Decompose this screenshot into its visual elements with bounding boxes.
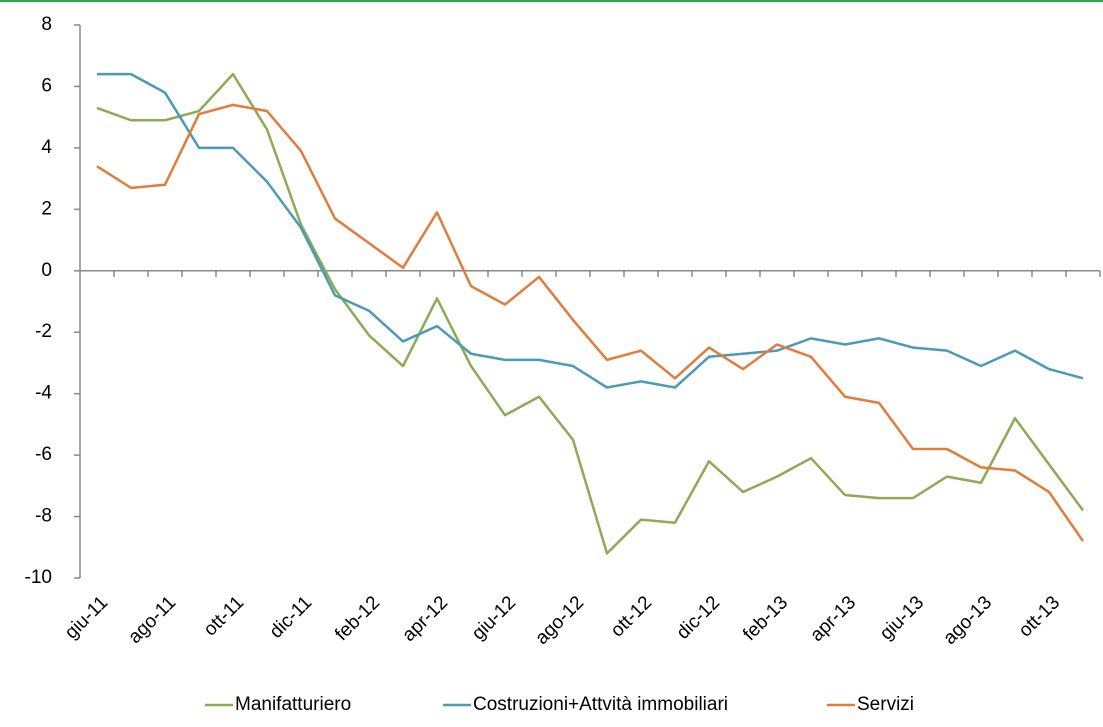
x-tick-label: giu-12 (468, 592, 520, 644)
x-tick-label: ott-13 (1015, 592, 1064, 641)
x-tick-label: apr-13 (806, 592, 860, 646)
legend-label: Costruzioni+Attvità immobiliari (473, 694, 728, 715)
series-line (97, 72, 1084, 389)
y-tick-label: 2 (41, 198, 52, 219)
y-tick-label: 0 (41, 260, 52, 281)
x-tick-label: ago-11 (124, 592, 180, 648)
y-tick-label: -6 (35, 444, 52, 465)
series-line (96, 72, 1085, 555)
x-tick-label: giu-11 (61, 592, 112, 643)
y-tick-label: 8 (41, 14, 52, 35)
legend-label: Manifatturiero (235, 694, 351, 715)
series-line (96, 103, 1085, 542)
x-tick-label: ott-11 (200, 592, 248, 640)
y-tick-label: -2 (35, 321, 52, 342)
x-tick-label: dic-11 (266, 592, 316, 642)
legend-label: Servizi (857, 694, 914, 715)
y-tick-label: -8 (35, 506, 52, 527)
x-tick-label: ago-12 (531, 592, 588, 649)
x-tick-label: dic-12 (673, 592, 724, 643)
x-tick-label: feb-12 (331, 592, 384, 645)
x-tick-label: feb-13 (739, 592, 792, 645)
x-tick-label: apr-12 (398, 592, 452, 646)
x-tick-label: ago-13 (939, 592, 996, 649)
y-tick-label: -4 (35, 383, 52, 404)
y-tick-label: -10 (25, 567, 52, 588)
x-tick-label: giu-13 (876, 592, 928, 644)
y-tick-label: 6 (41, 75, 52, 96)
y-tick-label: 4 (41, 137, 52, 158)
x-tick-label: ott-12 (607, 592, 656, 641)
